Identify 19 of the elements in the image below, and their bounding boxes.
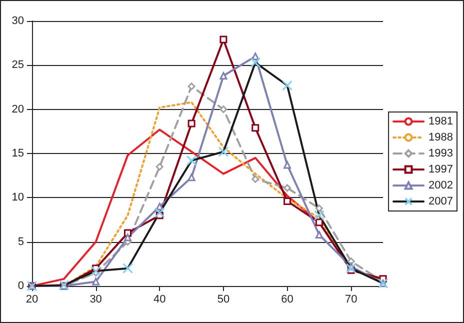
y-tick-label: 10 (12, 192, 24, 204)
y-tick-label: 0 (18, 280, 24, 292)
legend-label: 2002 (428, 180, 454, 192)
y-tick-label: 20 (12, 103, 24, 116)
x-tick-label: 30 (90, 294, 102, 306)
x-tick-label: 70 (344, 294, 358, 306)
y-tick-label: 25 (12, 59, 24, 72)
x-tick-label: 20 (26, 294, 38, 306)
legend-label: 1981 (428, 116, 454, 128)
y-tick-label: 15 (12, 148, 24, 160)
legend-label: 1988 (428, 132, 454, 144)
x-tick-label: 40 (154, 294, 166, 306)
y-tick-label: 5 (18, 236, 24, 248)
x-tick-label: 60 (281, 294, 294, 306)
y-tick-label: 30 (12, 15, 24, 27)
x-tick-label: 50 (217, 294, 230, 306)
legend-label: 2007 (428, 196, 454, 208)
legend-label: 1997 (428, 164, 454, 176)
legend-label: 1993 (428, 148, 454, 160)
